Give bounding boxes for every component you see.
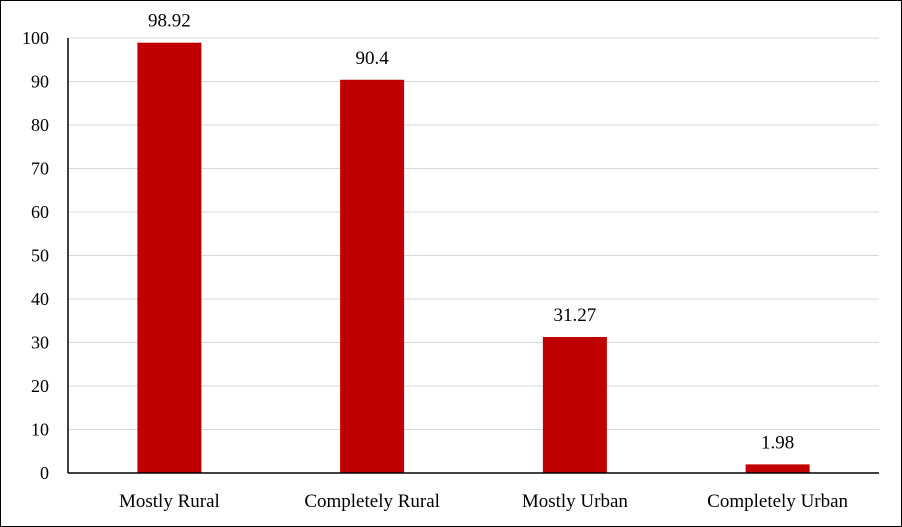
y-tick-label-100: 100 <box>22 28 49 48</box>
bar-2 <box>542 336 607 473</box>
bar-0 <box>137 42 202 474</box>
y-tick-label-20: 20 <box>31 376 49 396</box>
x-tick-label-0: Mostly Rural <box>119 491 220 512</box>
x-tick-label-2: Mostly Urban <box>522 491 629 512</box>
data-label-0: 98.92 <box>148 11 191 32</box>
y-tick-label-60: 60 <box>31 202 49 222</box>
y-tick-label-70: 70 <box>31 159 49 179</box>
y-tick-label-50: 50 <box>31 246 49 266</box>
y-tick-label-90: 90 <box>31 72 49 92</box>
data-label-3: 1.98 <box>761 432 794 453</box>
y-tick-label-40: 40 <box>31 289 49 309</box>
bar-3 <box>745 464 810 473</box>
y-tick-label-80: 80 <box>31 115 49 135</box>
bars <box>137 42 810 474</box>
x-tick-label-1: Completely Rural <box>304 491 440 512</box>
data-label-2: 31.27 <box>554 305 597 326</box>
y-tick-label-30: 30 <box>31 333 49 353</box>
x-tick-label-3: Completely Urban <box>707 491 848 512</box>
axes <box>67 38 879 474</box>
data-labels: 98.92 90.4 31.27 1.98 <box>148 11 794 454</box>
gridlines <box>68 37 879 430</box>
y-tick-labels: 0 10 20 30 40 50 60 70 80 90 100 <box>22 28 49 483</box>
x-tick-labels: Mostly Rural Completely Rural Mostly Urban… <box>119 491 849 512</box>
bar-1 <box>340 79 405 473</box>
data-label-1: 90.4 <box>356 48 390 69</box>
y-tick-label-10: 10 <box>31 420 49 440</box>
y-tick-label-0: 0 <box>40 463 49 483</box>
